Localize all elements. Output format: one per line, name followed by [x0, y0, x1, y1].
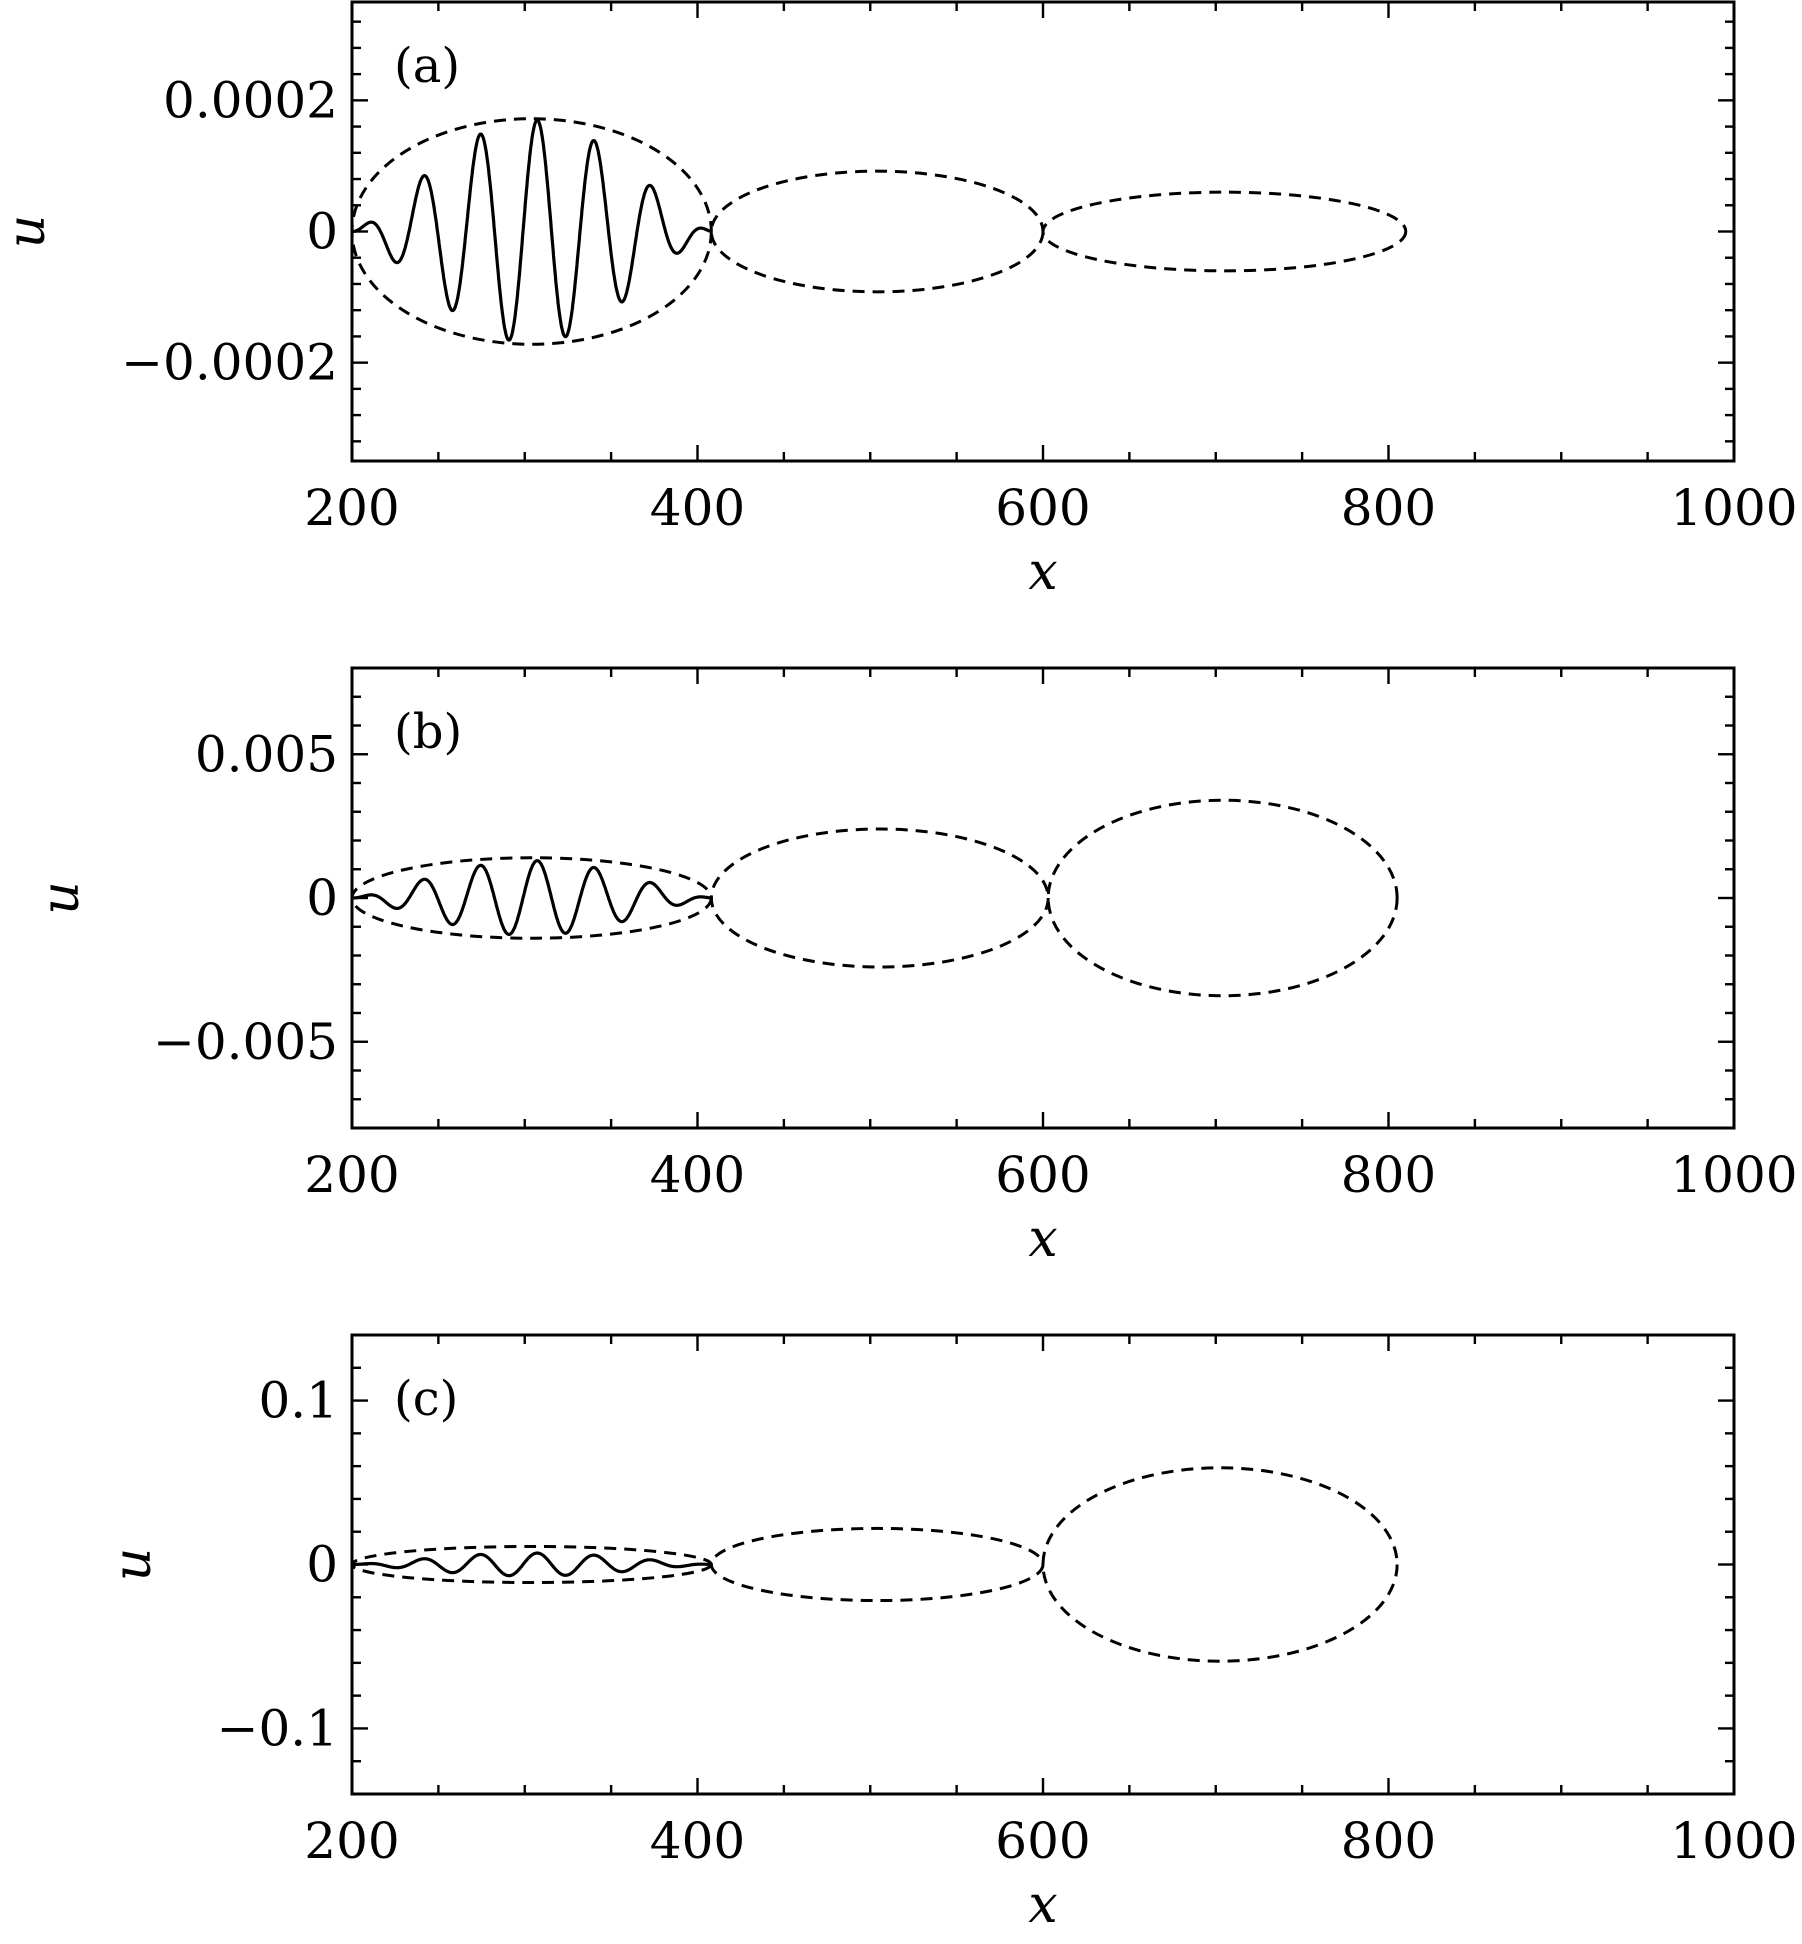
y-tick-label: 0.1: [258, 1372, 338, 1430]
y-tick-label: 0: [306, 869, 338, 927]
x-tick-label: 600: [995, 479, 1090, 537]
x-axis-label: x: [1028, 1209, 1057, 1269]
x-tick-label: 200: [304, 479, 399, 537]
y-axis-label: u: [0, 215, 57, 249]
x-tick-label: 1000: [1670, 1146, 1797, 1204]
y-axis-label: u: [103, 1548, 163, 1582]
y-tick-label: −0.1: [217, 1699, 338, 1757]
x-tick-label: 600: [995, 1812, 1090, 1870]
x-axis-label: x: [1028, 542, 1057, 602]
y-tick-label: 0: [306, 203, 338, 261]
y-axis-label: u: [31, 881, 91, 915]
y-tick-label: 0: [306, 1536, 338, 1594]
panel-a: 200 400 600 800 1000 −0.0002 0 0.0002 x u (a): [0, 0, 1798, 602]
x-tick-label: 800: [1341, 479, 1436, 537]
plot-frame: [350, 666, 1736, 1130]
x-tick-label: 400: [650, 479, 745, 537]
signal-line: [352, 859, 713, 936]
x-tick-label: 200: [304, 1146, 399, 1204]
panel-b: 200 400 600 800 1000 −0.005 0 0.005 x u (b): [31, 666, 1798, 1269]
envelope-2: [709, 169, 1045, 294]
panel-label: (c): [394, 1371, 458, 1427]
y-tick-label: −0.0002: [121, 334, 338, 392]
x-tick-label: 400: [650, 1812, 745, 1870]
envelope-2: [709, 827, 1050, 969]
x-tick-label: 800: [1341, 1812, 1436, 1870]
panel-label: (b): [394, 704, 462, 760]
x-tick-label: 600: [995, 1146, 1090, 1204]
x-tick-label: 400: [650, 1146, 745, 1204]
panel-label: (a): [394, 38, 460, 94]
panel-c: 200 400 600 800 1000 −0.1 0 0.1 x u (c): [103, 1333, 1798, 1935]
envelope-1: [352, 117, 713, 346]
y-tick-label: 0.0002: [163, 71, 338, 129]
x-tick-label: 200: [304, 1812, 399, 1870]
signal-line: [352, 1551, 713, 1578]
envelope-3: [1041, 1466, 1399, 1663]
x-axis-label: x: [1028, 1875, 1057, 1935]
x-tick-label: 1000: [1670, 479, 1797, 537]
x-tick-label: 800: [1341, 1146, 1436, 1204]
envelope-3: [1041, 190, 1408, 273]
y-tick-label: 0.005: [195, 725, 338, 783]
signal-line: [352, 118, 713, 342]
envelope-3: [1046, 798, 1399, 998]
envelope-2: [709, 1526, 1045, 1603]
y-tick-label: −0.005: [153, 1013, 338, 1071]
x-tick-label: 1000: [1670, 1812, 1797, 1870]
